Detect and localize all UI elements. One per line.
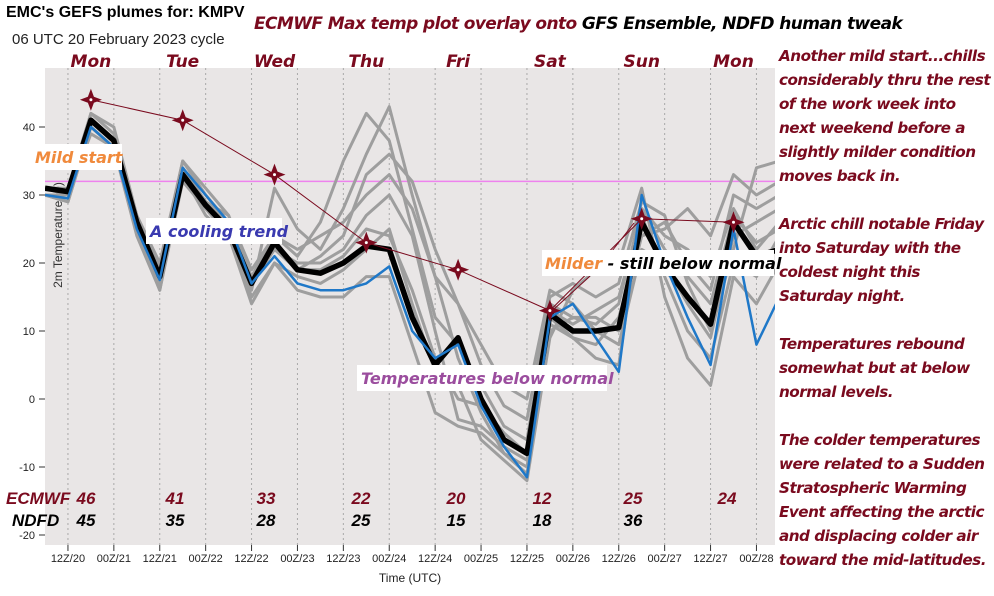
- note-3: Temperatures rebound somewhat but at bel…: [779, 335, 970, 401]
- milder-box: [542, 250, 774, 276]
- y-tick-label: -10: [19, 462, 35, 474]
- overlay-title-black: GFS Ensemble, NDFD human tweak: [581, 14, 903, 34]
- x-tick-label: 00Z/28: [739, 553, 773, 565]
- ndfd-value: 28: [256, 511, 276, 530]
- x-tick-label: 12Z/20: [51, 553, 85, 565]
- ecmwf-value: 33: [257, 489, 276, 508]
- ecmwf-trend-line: [90, 99, 734, 312]
- ndfd-row-label: NDFD: [12, 511, 59, 530]
- x-tick-label: 12Z/21: [143, 553, 177, 565]
- ecmwf-star-center: [273, 173, 276, 177]
- ecmwf-value: 41: [165, 489, 185, 508]
- ecmwf-star-center: [732, 220, 735, 224]
- ecmwf-star-center: [181, 118, 185, 122]
- ndfd-value: 45: [76, 511, 96, 530]
- ecmwf-value: 12: [533, 489, 552, 508]
- note-1: Another mild start...chills considerably…: [779, 47, 991, 185]
- x-tick-label: 00Z/25: [464, 553, 498, 565]
- milder-pointer-line: [611, 222, 635, 252]
- ecmwf-star-center: [89, 98, 93, 102]
- x-tick-label: 12Z/25: [510, 553, 544, 565]
- day-label: Wed: [254, 52, 296, 72]
- milder-word: Milder: [545, 254, 603, 273]
- ecmwf-star-center: [456, 268, 460, 272]
- ecmwf-star-center: [548, 309, 552, 313]
- ndfd-value: 35: [166, 511, 185, 530]
- day-label: Fri: [446, 52, 471, 72]
- below-normal-annotation: Temperatures below normal: [361, 369, 614, 388]
- day-label: Thu: [348, 52, 384, 72]
- x-axis-label: Time (UTC): [379, 571, 441, 585]
- ecmwf-row-label: ECMWF: [6, 489, 71, 508]
- cooling-trend-annotation: A cooling trend: [148, 222, 289, 241]
- y-tick-label: -20: [19, 530, 35, 542]
- day-label: Tue: [166, 52, 199, 72]
- day-label: Mon: [71, 52, 112, 72]
- mild-start-annotation: Mild start: [35, 148, 124, 167]
- ecmwf-value: 20: [446, 489, 466, 508]
- ecmwf-value: 24: [717, 489, 737, 508]
- x-tick-label: 12Z/26: [602, 553, 636, 565]
- ndfd-value: 15: [447, 511, 466, 530]
- day-label: Mon: [713, 52, 754, 72]
- ecmwf-value: 25: [623, 489, 643, 508]
- below-normal-box: [357, 365, 607, 391]
- note-4: The colder temperatures were related to …: [779, 431, 986, 569]
- day-label: Sun: [623, 52, 659, 72]
- y-axis-label: 2m Temperature (F): [51, 182, 65, 288]
- chart-subtitle: 06 UTC 20 February 2023 cycle: [12, 31, 225, 48]
- x-tick-label: 12Z/27: [693, 553, 727, 565]
- x-tick-label: 12Z/22: [234, 553, 268, 565]
- day-label: Sat: [534, 52, 567, 72]
- x-tick-label: 00Z/24: [372, 553, 406, 565]
- y-tick-label: 40: [23, 122, 35, 134]
- ecmwf-value: 46: [76, 489, 96, 508]
- milder-pointer-line: [552, 275, 591, 311]
- x-tick-label: 00Z/27: [648, 553, 682, 565]
- mild-start-box: [30, 144, 122, 170]
- x-tick-label: 00Z/23: [280, 553, 314, 565]
- note-2: Arctic chill notable Friday into Saturda…: [779, 215, 984, 305]
- cooling-trend-box: [146, 218, 282, 244]
- milder-annotation: Milder - still below normal: [545, 254, 782, 273]
- y-tick-label: 10: [23, 326, 35, 338]
- ndfd-value: 25: [351, 511, 371, 530]
- x-tick-label: 12Z/24: [418, 553, 452, 565]
- ecmwf-star-center: [640, 217, 644, 221]
- y-tick-label: 20: [23, 258, 35, 270]
- x-tick-label: 00Z/22: [189, 553, 223, 565]
- y-tick-label: 30: [23, 190, 35, 202]
- y-tick-label: 0: [29, 394, 35, 406]
- ecmwf-star-center: [364, 241, 368, 245]
- x-tick-label: 00Z/21: [97, 553, 131, 565]
- x-tick-label: 00Z/26: [556, 553, 590, 565]
- ndfd-value: 36: [624, 511, 643, 530]
- x-tick-label: 12Z/23: [326, 553, 360, 565]
- chart-title: EMC's GEFS plumes for: KMPV: [6, 4, 245, 21]
- overlay-title-red: ECMWF Max temp plot overlay onto: [254, 14, 577, 34]
- overlay-title: ECMWF Max temp plot overlay onto GFS Ens…: [254, 14, 903, 34]
- notes-panel: Another mild start...chills considerably…: [779, 44, 994, 596]
- milder-rest: - still below normal: [602, 254, 782, 273]
- ecmwf-value: 22: [351, 489, 371, 508]
- ndfd-value: 18: [533, 511, 552, 530]
